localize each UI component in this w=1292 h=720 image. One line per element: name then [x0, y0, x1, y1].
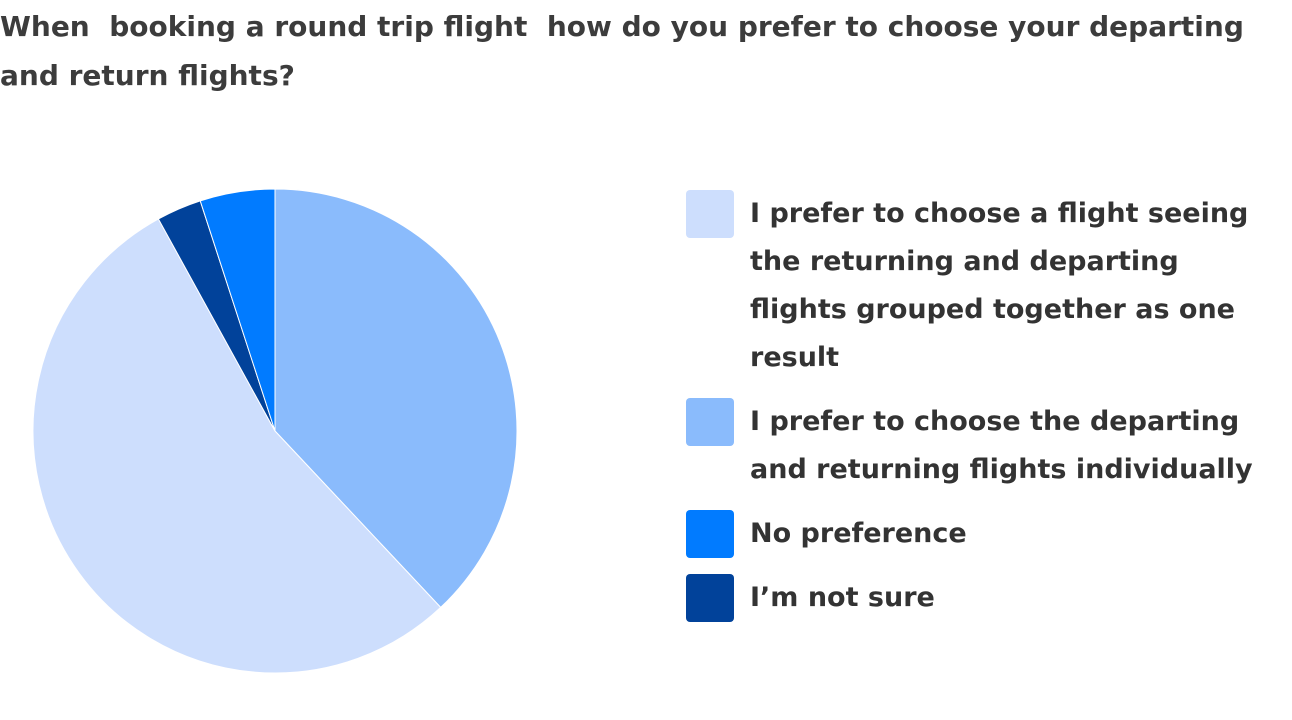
chart-legend: I prefer to choose a flight seeing the r…: [686, 190, 1286, 638]
chart-title: When booking a round trip flight how do …: [0, 10, 1254, 92]
legend-item: I’m not sure: [686, 574, 1286, 622]
legend-item: I prefer to choose a flight seeing the r…: [686, 190, 1286, 382]
legend-label: I’m not sure: [750, 582, 935, 613]
pie-slice-2: [32, 218, 442, 674]
legend-item: No preference: [686, 510, 1286, 558]
legend-label: No preference: [750, 518, 967, 549]
pie-chart: [32, 188, 518, 674]
pie-slice-4: [199, 188, 276, 432]
legend-label: I prefer to choose a flight seeing the r…: [750, 198, 1249, 373]
pie-slice-1: [274, 188, 518, 609]
legend-swatch: [686, 190, 734, 238]
legend-swatch: [686, 398, 734, 446]
legend-swatch: [686, 574, 734, 622]
legend-label: I prefer to choose the departing and ret…: [750, 406, 1253, 485]
legend-swatch: [686, 510, 734, 558]
legend-item: I prefer to choose the departing and ret…: [686, 398, 1286, 494]
